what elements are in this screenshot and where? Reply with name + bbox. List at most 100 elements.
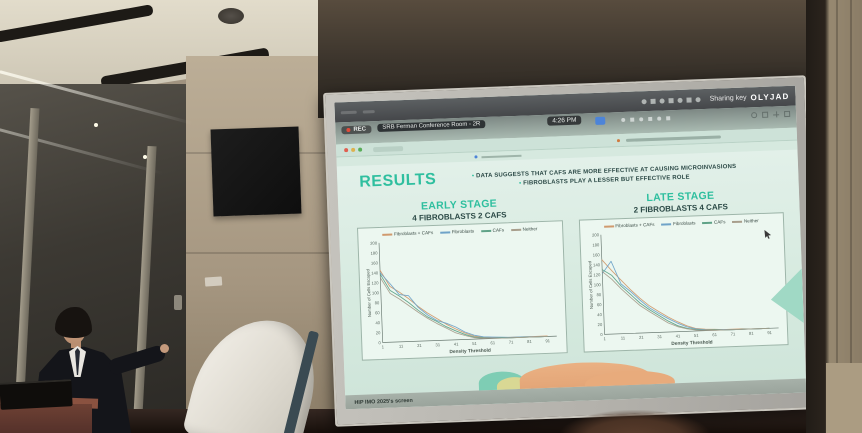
y-tick-label: 20 <box>597 322 602 327</box>
early-stage-chart-block: EARLY STAGE 4 FIBROBLASTS 2 CAFS Fibrobl… <box>356 195 568 361</box>
presentation-slide: RESULTS DATA SUGGESTS THAT CAFS ARE MORE… <box>336 149 806 396</box>
charts-row: EARLY STAGE 4 FIBROBLASTS 2 CAFS Fibrobl… <box>338 179 805 361</box>
y-tick-label: 100 <box>593 282 601 287</box>
x-tick-label: 71 <box>730 331 735 336</box>
maximize-icon <box>784 110 791 118</box>
time-label: 4:26 PM <box>552 116 577 125</box>
y-tick-label: 160 <box>371 260 379 265</box>
room-name-tab: SRB Ferman Conference Room - 2R <box>377 120 486 132</box>
legend-item: Fibroblasts <box>440 229 474 235</box>
legend-item: Fibroblasts <box>661 220 696 227</box>
presenter-tie <box>75 348 80 375</box>
y-tick-label: 200 <box>591 232 599 237</box>
minimize-window-icon <box>351 147 356 152</box>
series-line <box>601 268 769 331</box>
room-name-label: SRB Ferman Conference Room - 2R <box>382 121 481 131</box>
projection-screen: Sharing key OLYJAD REC SRB Ferman Confer… <box>323 75 818 427</box>
chart-panel: Fibroblasts + CAFs Fibroblasts CAFs Neither… <box>356 219 568 361</box>
x-tick-label: 11 <box>399 343 404 348</box>
presenter-hair <box>55 307 92 338</box>
legend-item: Neither <box>511 226 537 232</box>
new-tab-icon <box>773 111 779 117</box>
wall-pilaster <box>806 0 862 433</box>
y-tick-label: 80 <box>375 300 380 305</box>
x-tick-label: 51 <box>693 332 698 337</box>
legend-label: Fibroblasts + CAFs <box>393 230 434 237</box>
close-window-icon <box>344 148 349 153</box>
status-icon <box>641 98 647 104</box>
slide-title: RESULTS <box>359 170 437 191</box>
y-tick-label: 120 <box>593 272 601 277</box>
x-axis-label: Density Threshold <box>671 339 713 347</box>
series-line <box>600 259 769 330</box>
legend-swatch <box>702 221 713 224</box>
wall-speaker-panel <box>210 126 302 217</box>
pilaster-groove <box>850 0 852 433</box>
y-tick-label: 40 <box>375 320 380 325</box>
legend-item: CAFs <box>481 228 504 234</box>
recording-badge: REC <box>341 125 372 135</box>
favicon-dot <box>617 139 621 143</box>
zoom-window-icon <box>358 147 363 152</box>
x-tick-label: 21 <box>638 334 643 339</box>
axis-lines <box>378 242 557 343</box>
y-tick-label: 200 <box>370 240 378 245</box>
mouse-cursor-icon <box>764 229 772 239</box>
legend-item: Neither <box>732 218 759 224</box>
y-tick-label: 0 <box>600 332 603 337</box>
podium-monitor <box>0 379 73 410</box>
pilaster-base <box>826 363 862 433</box>
y-tick-label: 180 <box>592 242 600 247</box>
ceiling-speaker <box>218 8 244 24</box>
legend-swatch <box>481 229 492 232</box>
y-axis-label: Number of Cells Escaped <box>365 268 372 317</box>
y-tick-label: 0 <box>378 340 381 345</box>
toolbar-icon <box>629 117 635 122</box>
window-controls <box>751 110 791 119</box>
address-bar-placeholder <box>626 135 722 142</box>
legend-label: Fibroblasts <box>451 228 475 235</box>
x-tick-label: 31 <box>657 334 662 339</box>
legend-label: CAFs <box>713 219 726 225</box>
series-line <box>379 277 548 339</box>
toolbar-icon <box>638 117 644 122</box>
search-icon <box>695 96 701 102</box>
toolbar-icon <box>665 116 671 121</box>
wifi-icon <box>686 96 692 103</box>
y-tick-label: 140 <box>593 262 601 267</box>
projected-desktop: Sharing key OLYJAD REC SRB Ferman Confer… <box>334 85 807 410</box>
x-tick-label: 71 <box>509 339 514 344</box>
pilaster-groove <box>836 0 838 433</box>
series-line <box>379 272 548 338</box>
toolbar-icons <box>620 116 671 123</box>
status-icon <box>668 97 674 103</box>
legend-label: Fibroblasts <box>672 220 696 227</box>
y-tick-label: 140 <box>371 270 379 275</box>
door-handle <box>174 295 182 310</box>
x-tick-label: 41 <box>454 341 459 346</box>
y-tick-label: 180 <box>370 250 378 255</box>
legend-label: Fibroblasts + CAFs <box>615 221 655 229</box>
x-tick-label: 21 <box>417 342 422 347</box>
y-tick-label: 120 <box>372 280 380 285</box>
status-icon <box>659 97 665 104</box>
legend-item: CAFs <box>702 219 726 225</box>
x-tick-label: 81 <box>527 338 532 343</box>
record-dot-icon <box>346 127 351 133</box>
status-icon <box>650 98 656 104</box>
sharing-key-label: Sharing key <box>709 93 747 103</box>
clock-badge: 4:26 PM <box>547 115 582 126</box>
bookmark-title-placeholder <box>481 154 522 158</box>
x-tick-label: 51 <box>472 340 477 345</box>
x-tick-label: 91 <box>545 338 550 343</box>
series-line <box>601 270 769 331</box>
legend-swatch <box>382 233 393 236</box>
x-tick-label: 11 <box>620 335 625 340</box>
x-tick-label: 1 <box>382 344 385 349</box>
chart-panel: Fibroblasts + CAFs Fibroblasts CAFs Neither… <box>578 211 789 353</box>
x-tick-label: 61 <box>712 332 717 337</box>
x-tick-label: 1 <box>603 336 606 341</box>
